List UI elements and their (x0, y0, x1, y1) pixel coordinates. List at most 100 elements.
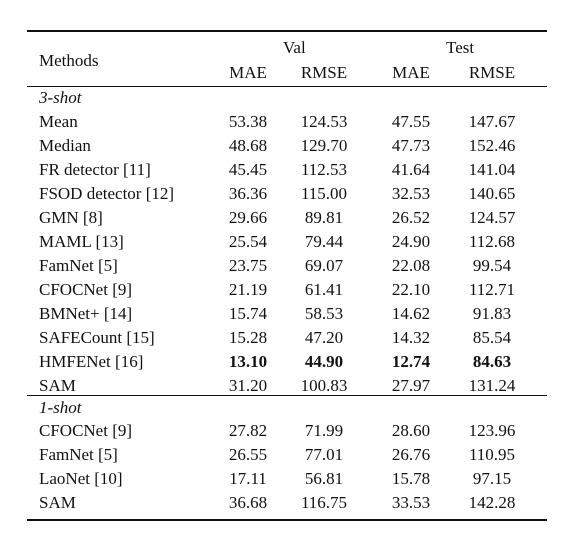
table-row: LaoNet [10] 17.11 56.81 15.78 97.15 (27, 467, 547, 491)
val-rmse-cell: 69.07 (304, 256, 344, 275)
method-cell: CFOCNet [9] (39, 280, 133, 299)
table-row: FR detector [11] 45.45 112.53 41.64 141.04 (27, 158, 547, 182)
val-rmse-cell: 112.53 (300, 160, 348, 179)
header-test-mae: MAE (392, 63, 430, 82)
val-mae-cell: 23.75 (228, 256, 268, 275)
val-mae-cell: 45.45 (228, 160, 268, 179)
test-mae-cell: 22.08 (391, 256, 431, 275)
method-cell: Median (39, 136, 91, 155)
val-rmse-cell: 100.83 (300, 376, 348, 395)
method-cell: FSOD detector [12] (39, 184, 175, 203)
val-mae-cell: 15.28 (228, 328, 268, 347)
test-mae-cell: 27.97 (391, 376, 431, 395)
table-row: SAFECount [15] 15.28 47.20 14.32 85.54 (27, 326, 547, 350)
val-mae-cell: 15.74 (228, 304, 268, 323)
table-row: FamNet [5] 23.75 69.07 22.08 99.54 (27, 254, 547, 278)
test-rmse-cell: 142.28 (468, 493, 516, 512)
table-row: CFOCNet [9] 21.19 61.41 22.10 112.71 (27, 278, 547, 302)
table-row: Mean 53.38 124.53 47.55 147.67 (27, 110, 547, 134)
table-row: CFOCNet [9] 27.82 71.99 28.60 123.96 (27, 419, 547, 443)
table-row: SAM 36.68 116.75 33.53 142.28 (27, 491, 547, 515)
header-val: Val (283, 38, 306, 57)
val-mae-cell: 48.68 (228, 136, 268, 155)
method-cell: FamNet [5] (39, 445, 118, 464)
header-test: Test (446, 38, 475, 57)
method-cell: FR detector [11] (39, 160, 151, 179)
val-rmse-cell: 56.81 (304, 469, 344, 488)
test-mae-cell: 14.62 (391, 304, 431, 323)
test-rmse-cell: 84.63 (472, 352, 512, 371)
method-cell: SAM (39, 493, 76, 512)
table-row: SAM 31.20 100.83 27.97 131.24 (27, 374, 547, 398)
val-mae-cell: 25.54 (228, 232, 268, 251)
table-row: HMFENet [16] 13.10 44.90 12.74 84.63 (27, 350, 547, 374)
table-row: BMNet+ [14] 15.74 58.53 14.62 91.83 (27, 302, 547, 326)
val-rmse-cell: 116.75 (300, 493, 348, 512)
test-rmse-cell: 147.67 (468, 112, 516, 131)
test-mae-cell: 41.64 (391, 160, 431, 179)
test-rmse-cell: 99.54 (472, 256, 512, 275)
test-rmse-cell: 141.04 (468, 160, 516, 179)
test-rmse-cell: 85.54 (472, 328, 512, 347)
test-mae-cell: 26.76 (391, 445, 431, 464)
test-rmse-cell: 123.96 (468, 421, 516, 440)
method-cell: SAFECount [15] (39, 328, 155, 347)
val-rmse-cell: 77.01 (304, 445, 344, 464)
header-val-mae: MAE (229, 63, 267, 82)
table-row: FSOD detector [12] 36.36 115.00 32.53 140.65 (27, 182, 547, 206)
val-rmse-cell: 79.44 (304, 232, 344, 251)
val-rmse-cell: 129.70 (300, 136, 348, 155)
section-label: 1-shot (39, 398, 82, 417)
test-mae-cell: 15.78 (391, 469, 431, 488)
test-mae-cell: 47.55 (391, 112, 431, 131)
test-mae-cell: 12.74 (391, 352, 431, 371)
test-rmse-cell: 124.57 (468, 208, 516, 227)
bottom-rule (27, 519, 547, 521)
method-cell: HMFENet [16] (39, 352, 144, 371)
test-rmse-cell: 112.68 (468, 232, 516, 251)
test-rmse-cell: 152.46 (468, 136, 516, 155)
test-rmse-cell: 110.95 (468, 445, 516, 464)
val-rmse-cell: 71.99 (304, 421, 344, 440)
section-rule (27, 395, 547, 396)
method-cell: BMNet+ [14] (39, 304, 133, 323)
test-mae-cell: 26.52 (391, 208, 431, 227)
val-mae-cell: 36.68 (228, 493, 268, 512)
top-rule (27, 30, 547, 32)
test-rmse-cell: 97.15 (472, 469, 512, 488)
test-mae-cell: 47.73 (391, 136, 431, 155)
val-mae-cell: 31.20 (228, 376, 268, 395)
test-mae-cell: 22.10 (391, 280, 431, 299)
method-cell: CFOCNet [9] (39, 421, 133, 440)
header-val-rmse: RMSE (300, 63, 348, 82)
table-row: GMN [8] 29.66 89.81 26.52 124.57 (27, 206, 547, 230)
val-mae-cell: 26.55 (228, 445, 268, 464)
test-mae-cell: 33.53 (391, 493, 431, 512)
val-mae-cell: 27.82 (228, 421, 268, 440)
val-mae-cell: 21.19 (228, 280, 268, 299)
test-mae-cell: 32.53 (391, 184, 431, 203)
header-test-rmse: RMSE (468, 63, 516, 82)
test-mae-cell: 28.60 (391, 421, 431, 440)
method-cell: SAM (39, 376, 76, 395)
method-cell: MAML [13] (39, 232, 124, 251)
test-mae-cell: 24.90 (391, 232, 431, 251)
table-row: Median 48.68 129.70 47.73 152.46 (27, 134, 547, 158)
method-cell: GMN [8] (39, 208, 103, 227)
val-mae-cell: 17.11 (229, 469, 267, 488)
method-cell: FamNet [5] (39, 256, 118, 275)
val-rmse-cell: 115.00 (300, 184, 348, 203)
test-rmse-cell: 140.65 (468, 184, 516, 203)
test-mae-cell: 14.32 (391, 328, 431, 347)
test-rmse-cell: 91.83 (472, 304, 512, 323)
method-cell: LaoNet [10] (39, 469, 123, 488)
test-rmse-cell: 112.71 (468, 280, 516, 299)
section-label: 3-shot (39, 88, 82, 107)
table-row: FamNet [5] 26.55 77.01 26.76 110.95 (27, 443, 547, 467)
method-cell: Mean (39, 112, 78, 131)
val-rmse-cell: 58.53 (304, 304, 344, 323)
test-rmse-cell: 131.24 (468, 376, 516, 395)
val-mae-cell: 29.66 (228, 208, 268, 227)
header-rule (27, 86, 547, 87)
val-mae-cell: 53.38 (228, 112, 268, 131)
